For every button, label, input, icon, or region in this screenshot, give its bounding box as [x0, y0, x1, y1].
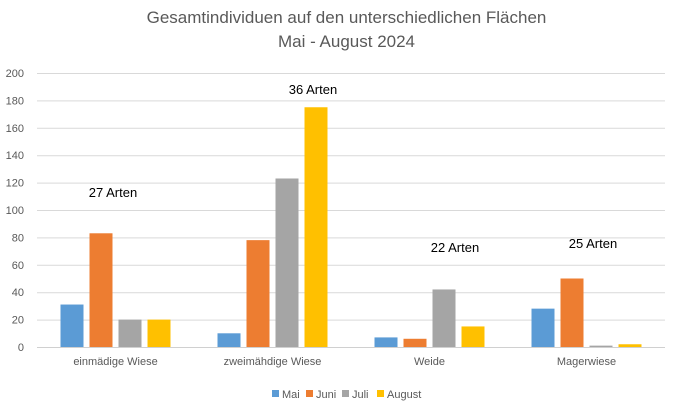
- x-category-label: Magerwiese: [557, 356, 616, 368]
- legend-swatch-august: [377, 390, 384, 397]
- bar-august: [304, 107, 328, 347]
- bar-juni: [246, 240, 270, 347]
- legend-swatch-juni: [306, 390, 313, 397]
- chart-title-line-1: Gesamtindividuen auf den unterschiedlich…: [146, 8, 547, 27]
- bar-juli: [118, 319, 142, 347]
- species-count-annotation: 22 Arten: [431, 240, 479, 255]
- bar-juli: [432, 289, 456, 347]
- bar-august: [618, 344, 642, 347]
- bar-juli: [275, 178, 299, 347]
- bar-juni: [89, 233, 113, 347]
- y-tick-label: 180: [6, 95, 24, 107]
- bar-august: [147, 319, 171, 347]
- legend-label: Mai: [282, 389, 300, 401]
- legend-label: August: [387, 389, 421, 401]
- y-tick-label: 60: [12, 260, 24, 272]
- x-category-label: einmädige Wiese: [73, 356, 157, 368]
- bar-juni: [560, 278, 584, 347]
- y-tick-label: 200: [6, 68, 24, 80]
- bar-juni: [403, 338, 427, 347]
- bar-mai: [374, 337, 398, 347]
- legend-label: Juli: [352, 389, 369, 401]
- x-category-label: zweimähdige Wiese: [224, 356, 322, 368]
- bar-august: [461, 326, 485, 347]
- y-tick-label: 20: [12, 315, 24, 327]
- y-tick-label: 40: [12, 287, 24, 299]
- y-tick-label: 160: [6, 123, 24, 135]
- x-category-label: Weide: [414, 356, 445, 368]
- y-tick-label: 0: [18, 342, 24, 354]
- legend-swatch-mai: [272, 390, 279, 397]
- legend-label: Juni: [316, 389, 336, 401]
- bar-mai: [60, 304, 84, 347]
- species-count-annotation: 27 Arten: [89, 185, 137, 200]
- y-tick-label: 80: [12, 232, 24, 244]
- species-count-annotation: 36 Arten: [289, 82, 337, 97]
- legend-swatch-juli: [342, 390, 349, 397]
- y-tick-label: 100: [6, 205, 24, 217]
- bar-juli: [589, 345, 613, 347]
- bar-mai: [217, 333, 241, 347]
- bar-mai: [531, 308, 555, 347]
- chart-title-line-2: Mai - August 2024: [277, 32, 416, 51]
- species-count-annotation: 25 Arten: [569, 236, 617, 251]
- y-tick-label: 120: [6, 178, 24, 190]
- y-tick-label: 140: [6, 150, 24, 162]
